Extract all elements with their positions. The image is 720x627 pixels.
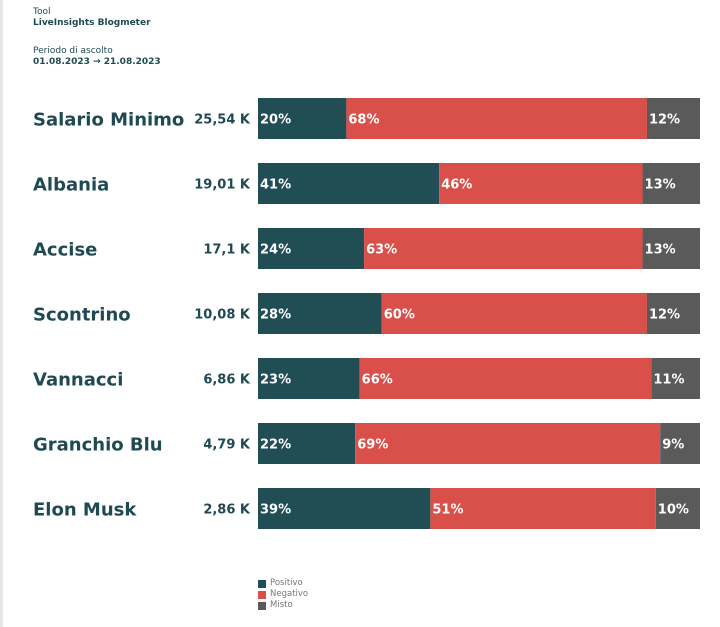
legend-label-misto: Misto (270, 600, 293, 610)
bar-segment-negativo-vannacci (359, 358, 652, 399)
data-label-misto-albania: 13% (645, 178, 676, 193)
bar-segment-negativo-salario-minimo (346, 98, 647, 139)
bar-segment-positivo-albania (258, 163, 440, 204)
tool-label: Tool (33, 7, 51, 17)
data-label-positivo-albania: 41% (260, 178, 291, 193)
category-label-elon-musk: Elon Musk (33, 500, 137, 521)
bar-segment-positivo-salario-minimo (258, 98, 347, 139)
tool-name: LiveInsights Blogmeter (33, 18, 151, 28)
legend-swatch-positivo (258, 579, 266, 588)
bar-segment-positivo-vannacci (258, 358, 360, 399)
legend-swatch-negativo (258, 590, 266, 599)
category-label-albania: Albania (33, 175, 109, 196)
data-label-misto-elon-musk: 10% (658, 503, 689, 518)
chart-legend: Positivo Negativo Misto (258, 578, 308, 611)
data-label-negativo-elon-musk: 51% (432, 503, 463, 518)
volume-label-accise: 17,1 K (203, 243, 251, 258)
category-label-scontrino: Scontrino (33, 305, 131, 326)
bar-segment-misto-scontrino (646, 293, 700, 334)
volume-label-scontrino: 10,08 K (194, 308, 251, 323)
data-label-positivo-vannacci: 23% (260, 373, 291, 388)
legend-item-positivo: Positivo (258, 578, 308, 589)
volume-label-salario-minimo: 25,54 K (194, 113, 251, 128)
bar-segment-misto-salario-minimo (646, 98, 700, 139)
bar-segment-misto-vannacci (651, 358, 700, 399)
bar-segment-negativo-albania (439, 163, 643, 204)
legend-item-misto: Misto (258, 600, 308, 611)
data-label-negativo-scontrino: 60% (384, 308, 415, 323)
data-label-positivo-elon-musk: 39% (260, 503, 291, 518)
period-label: Periodo di ascolto (33, 46, 113, 56)
bar-segment-positivo-elon-musk (258, 488, 431, 529)
bar-segment-negativo-granchio-blu (355, 423, 661, 464)
bar-segment-misto-elon-musk (655, 488, 700, 529)
legend-item-negativo: Negativo (258, 589, 308, 600)
volume-label-granchio-blu: 4,79 K (203, 438, 251, 453)
volume-label-elon-musk: 2,86 K (203, 503, 251, 518)
bar-segment-misto-albania (642, 163, 700, 204)
period-dates: 01.08.2023 → 21.08.2023 (33, 57, 161, 67)
left-border (0, 0, 3, 627)
category-label-salario-minimo: Salario Minimo (33, 110, 184, 131)
data-label-misto-vannacci: 11% (653, 373, 684, 388)
category-label-accise: Accise (33, 240, 97, 261)
bar-segment-positivo-accise (258, 228, 365, 269)
bar-segment-positivo-granchio-blu (258, 423, 356, 464)
bar-segment-misto-accise (642, 228, 700, 269)
bar-segment-positivo-scontrino (258, 293, 382, 334)
bar-segment-misto-granchio-blu (660, 423, 700, 464)
data-label-negativo-accise: 63% (366, 243, 397, 258)
legend-swatch-misto (258, 601, 266, 610)
category-label-granchio-blu: Granchio Blu (33, 435, 163, 456)
data-label-positivo-salario-minimo: 20% (260, 113, 291, 128)
data-label-negativo-albania: 46% (441, 178, 472, 193)
data-label-misto-granchio-blu: 9% (662, 438, 684, 453)
bar-segment-negativo-scontrino (381, 293, 647, 334)
data-label-negativo-vannacci: 66% (362, 373, 393, 388)
data-label-misto-salario-minimo: 12% (649, 113, 680, 128)
volume-label-vannacci: 6,86 K (203, 373, 251, 388)
data-label-negativo-granchio-blu: 69% (357, 438, 388, 453)
data-label-positivo-scontrino: 28% (260, 308, 291, 323)
data-label-positivo-granchio-blu: 22% (260, 438, 291, 453)
data-label-misto-accise: 13% (645, 243, 676, 258)
bar-segment-negativo-accise (364, 228, 643, 269)
legend-label-negativo: Negativo (270, 589, 309, 599)
data-label-misto-scontrino: 12% (649, 308, 680, 323)
legend-label-positivo: Positivo (270, 578, 303, 588)
data-label-positivo-accise: 24% (260, 243, 291, 258)
volume-label-albania: 19,01 K (194, 178, 251, 193)
category-label-vannacci: Vannacci (33, 370, 123, 391)
bar-segment-negativo-elon-musk (430, 488, 656, 529)
data-label-negativo-salario-minimo: 68% (348, 113, 379, 128)
